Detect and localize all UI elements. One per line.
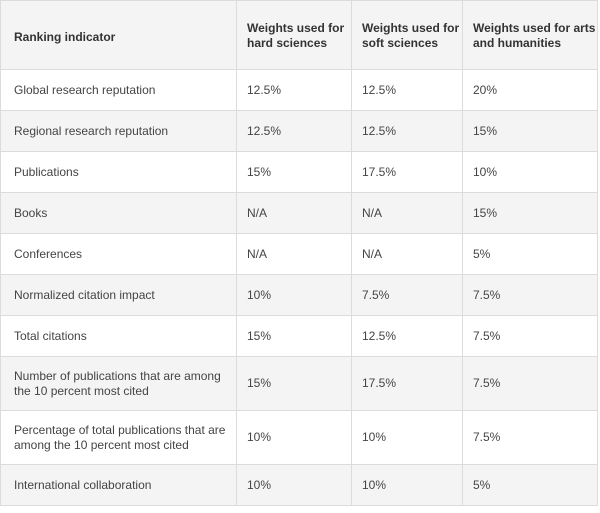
header-soft-sciences: Weights used for soft sciences — [351, 0, 463, 70]
arts-humanities-cell: 5% — [462, 233, 598, 275]
indicator-cell: International collaboration — [0, 464, 237, 506]
table-row: Global research reputation 12.5% 12.5% 2… — [0, 69, 598, 111]
indicator-cell: Total citations — [0, 315, 237, 357]
table-row: Number of publications that are among th… — [0, 356, 598, 411]
hard-sciences-cell: 10% — [236, 410, 352, 465]
soft-sciences-cell: 17.5% — [351, 151, 463, 193]
table-header: Ranking indicator Weights used for hard … — [0, 0, 598, 70]
table-body: Global research reputation 12.5% 12.5% 2… — [0, 69, 598, 506]
table-row: Regional research reputation 12.5% 12.5%… — [0, 110, 598, 152]
arts-humanities-cell: 15% — [462, 192, 598, 234]
indicator-cell: Regional research reputation — [0, 110, 237, 152]
table-row: Total citations 15% 12.5% 7.5% — [0, 315, 598, 357]
soft-sciences-cell: 10% — [351, 464, 463, 506]
soft-sciences-cell: 7.5% — [351, 274, 463, 316]
indicator-cell: Normalized citation impact — [0, 274, 237, 316]
soft-sciences-cell: 10% — [351, 410, 463, 465]
arts-humanities-cell: 15% — [462, 110, 598, 152]
indicator-cell: Percentage of total publications that ar… — [0, 410, 237, 465]
hard-sciences-cell: N/A — [236, 192, 352, 234]
hard-sciences-cell: 10% — [236, 274, 352, 316]
indicator-cell: Global research reputation — [0, 69, 237, 111]
indicator-cell: Publications — [0, 151, 237, 193]
header-hard-sciences: Weights used for hard sciences — [236, 0, 352, 70]
arts-humanities-cell: 7.5% — [462, 410, 598, 465]
indicator-cell: Conferences — [0, 233, 237, 275]
hard-sciences-cell: 12.5% — [236, 69, 352, 111]
arts-humanities-cell: 20% — [462, 69, 598, 111]
table-row: Conferences N/A N/A 5% — [0, 233, 598, 275]
table-row: Books N/A N/A 15% — [0, 192, 598, 234]
table-row: Publications 15% 17.5% 10% — [0, 151, 598, 193]
soft-sciences-cell: 12.5% — [351, 315, 463, 357]
hard-sciences-cell: N/A — [236, 233, 352, 275]
soft-sciences-cell: N/A — [351, 192, 463, 234]
table-row: Normalized citation impact 10% 7.5% 7.5% — [0, 274, 598, 316]
hard-sciences-cell: 15% — [236, 356, 352, 411]
arts-humanities-cell: 10% — [462, 151, 598, 193]
header-row: Ranking indicator Weights used for hard … — [0, 0, 598, 70]
indicator-cell: Number of publications that are among th… — [0, 356, 237, 411]
soft-sciences-cell: 17.5% — [351, 356, 463, 411]
soft-sciences-cell: 12.5% — [351, 110, 463, 152]
table-row: Percentage of total publications that ar… — [0, 410, 598, 465]
soft-sciences-cell: N/A — [351, 233, 463, 275]
arts-humanities-cell: 7.5% — [462, 356, 598, 411]
arts-humanities-cell: 5% — [462, 464, 598, 506]
soft-sciences-cell: 12.5% — [351, 69, 463, 111]
hard-sciences-cell: 15% — [236, 151, 352, 193]
hard-sciences-cell: 12.5% — [236, 110, 352, 152]
header-ranking-indicator: Ranking indicator — [0, 0, 237, 70]
header-arts-humanities: Weights used for arts and humanities — [462, 0, 598, 70]
hard-sciences-cell: 15% — [236, 315, 352, 357]
hard-sciences-cell: 10% — [236, 464, 352, 506]
indicator-cell: Books — [0, 192, 237, 234]
arts-humanities-cell: 7.5% — [462, 315, 598, 357]
arts-humanities-cell: 7.5% — [462, 274, 598, 316]
table-row: International collaboration 10% 10% 5% — [0, 464, 598, 506]
